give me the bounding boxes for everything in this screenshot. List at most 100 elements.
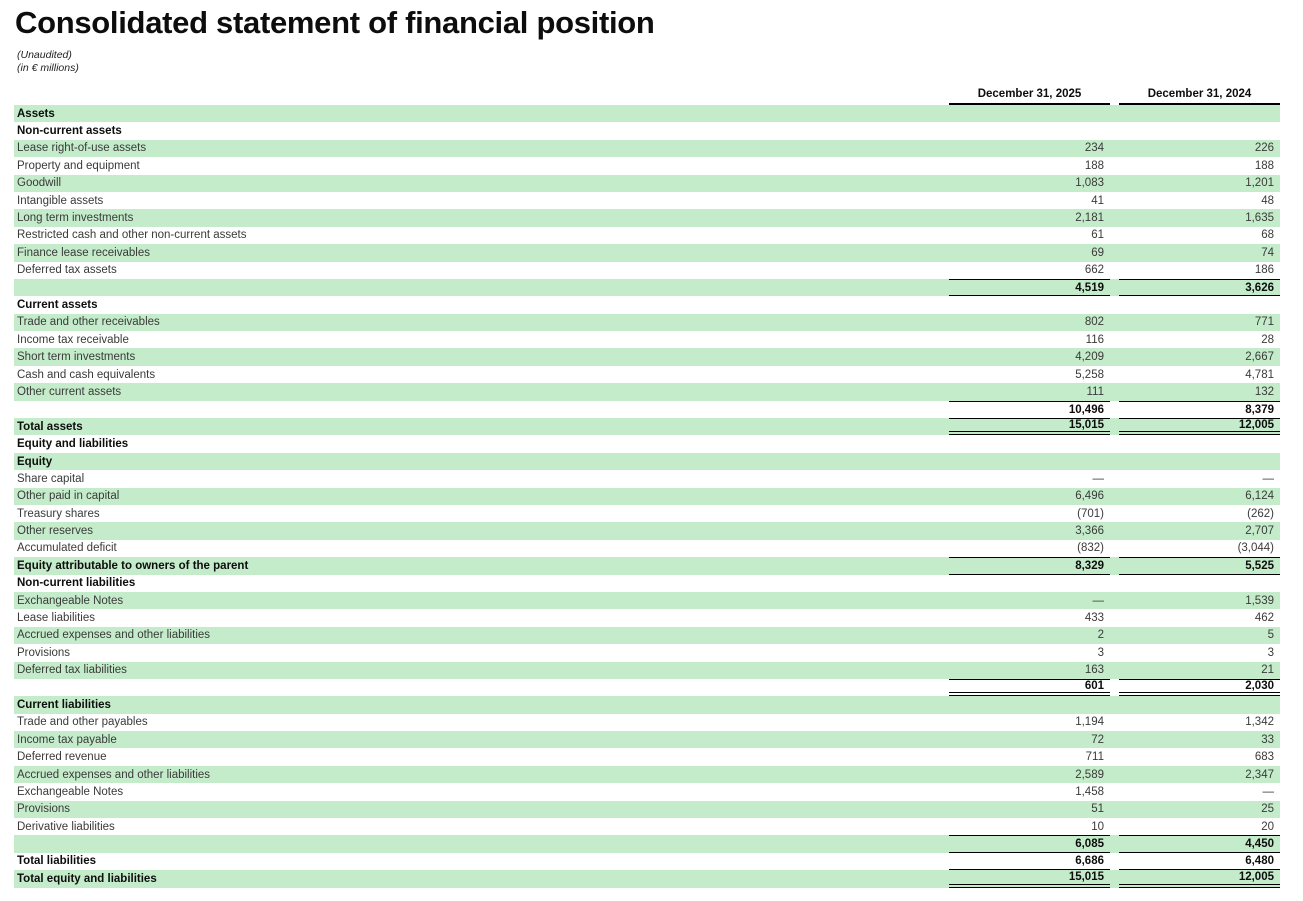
value-2025: 2,181 (1075, 212, 1104, 225)
row-label: Accrued expenses and other liabilities (17, 629, 211, 642)
row-label: Other paid in capital (17, 490, 120, 503)
table-row: Exchangeable Notes — 1,539 (14, 591, 1280, 610)
row-label: Restricted cash and other non-current as… (17, 229, 247, 242)
table-row: Provisions 3 3 (14, 644, 1280, 661)
row-label: Lease liabilities (17, 612, 95, 625)
table-row: Other current assets 111 132 (14, 383, 1280, 401)
table-row: Lease liabilities 433 462 (14, 609, 1280, 626)
row-label: Deferred revenue (17, 751, 107, 764)
table-row: Equity attributable to owners of the par… (14, 557, 1280, 575)
value-2024: — (1262, 785, 1275, 798)
value-2024: (3,044) (1237, 542, 1274, 555)
column-gap (1110, 575, 1119, 592)
value-2025 (949, 105, 1110, 122)
row-label: Total liabilities (17, 855, 97, 868)
column-gap (1110, 766, 1119, 783)
table-row: Lease right-of-use assets 234 226 (14, 139, 1280, 158)
value-2024: 74 (1261, 246, 1274, 259)
table-row: 10,496 8,379 (14, 400, 1280, 418)
row-label: Share capital (17, 472, 85, 485)
value-2025: (832) (1077, 542, 1104, 555)
row-label: Other reserves (17, 525, 94, 538)
table-row: Short term investments 4,209 2,667 (14, 348, 1280, 366)
table-header-row: December 31, 2025 December 31, 2024 (14, 84, 1280, 105)
table-body: Assets Non-current assets Lease right-of-u… (14, 105, 1280, 888)
value-2025: 72 (1091, 733, 1104, 746)
value-2025: (701) (1077, 507, 1104, 520)
page-title: Consolidated statement of financial posi… (15, 5, 655, 40)
column-gap (1110, 157, 1119, 174)
value-2025: — (1092, 472, 1105, 485)
value-2024: 33 (1261, 733, 1274, 746)
column-gap (1110, 366, 1119, 383)
value-2025 (949, 453, 1110, 470)
value-2025: 3,366 (1075, 525, 1104, 538)
column-gap (1110, 801, 1119, 818)
column-gap (1110, 227, 1119, 244)
row-label: Income tax payable (17, 733, 117, 746)
column-gap (1110, 122, 1119, 139)
row-label: Equity attributable to owners of the par… (17, 559, 249, 572)
value-2025: 5,258 (1075, 368, 1104, 381)
row-label: Exchangeable Notes (17, 785, 124, 798)
row-label: Income tax receivable (17, 333, 129, 346)
value-2024: 771 (1254, 316, 1274, 329)
column-gap (1110, 835, 1119, 852)
value-2025: 61 (1091, 229, 1104, 242)
column-gap (1110, 453, 1119, 470)
row-label: Provisions (17, 646, 71, 659)
value-2024: 3,626 (1119, 278, 1280, 297)
value-2025: 1,194 (1075, 716, 1104, 729)
value-2025: 2,589 (1075, 768, 1104, 781)
value-2024: 226 (1254, 142, 1274, 155)
value-2025: — (1092, 594, 1105, 607)
value-2025: 10 (1091, 820, 1104, 833)
value-2024: 48 (1261, 194, 1274, 207)
value-2025: 433 (1084, 612, 1104, 625)
row-label: Equity (17, 455, 53, 468)
value-2024: 1,201 (1245, 177, 1274, 190)
column-gap (1110, 262, 1119, 279)
row-label: Provisions (17, 803, 71, 816)
value-2025: 2 (1097, 629, 1104, 642)
value-2025: 6,085 (949, 835, 1110, 853)
value-2025: 10,496 (949, 400, 1110, 418)
column-gap (1110, 522, 1119, 539)
column-gap (1110, 696, 1119, 713)
table-row: Assets (14, 105, 1280, 123)
column-gap (1110, 592, 1119, 609)
column-gap (1110, 279, 1119, 296)
value-2024: — (1262, 472, 1275, 485)
row-label: Other current assets (17, 385, 122, 398)
column-gap (1110, 748, 1119, 765)
table-row: Long term investments 2,181 1,635 (14, 209, 1280, 227)
table-row: Trade and other payables 1,194 1,342 (14, 714, 1280, 731)
row-label: Accrued expenses and other liabilities (17, 768, 211, 781)
value-2025: 4,209 (1075, 351, 1104, 364)
row-label: Deferred tax assets (17, 264, 117, 277)
value-2025: 188 (1084, 159, 1104, 172)
column-gap (1110, 140, 1119, 157)
table-row: Total liabilities 6,686 6,480 (14, 853, 1280, 871)
value-2025: 15,015 (949, 870, 1110, 888)
value-2024: 188 (1254, 159, 1274, 172)
column-gap (1110, 505, 1119, 522)
column-gap (1110, 435, 1119, 452)
subtitle-block: (Unaudited) (in € millions) (0, 49, 1303, 75)
value-2025: 6,496 (1075, 490, 1104, 503)
column-gap (1110, 192, 1119, 209)
column-gap (1110, 609, 1119, 626)
table-row: Other reserves 3,366 2,707 (14, 522, 1280, 540)
table-row: Current liabilities (14, 696, 1280, 714)
table-row: Equity and liabilities (14, 435, 1280, 452)
column-gap (1110, 557, 1119, 574)
value-2024: 2,667 (1245, 351, 1274, 364)
table-row: Total equity and liabilities 15,015 12,005 (14, 870, 1280, 888)
value-2024: (262) (1247, 507, 1274, 520)
row-label: Non-current liabilities (17, 577, 136, 590)
column-gap (1110, 383, 1119, 400)
table-row: Cash and cash equivalents 5,258 4,781 (14, 366, 1280, 383)
value-2025: 711 (1085, 751, 1104, 764)
value-2025: 1,083 (1075, 177, 1104, 190)
